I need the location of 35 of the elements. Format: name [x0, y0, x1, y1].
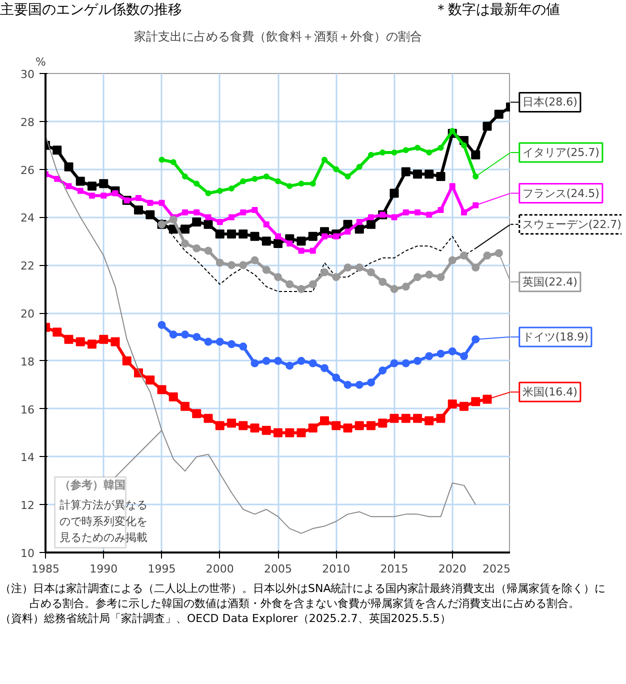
y-tick-label: 24 — [20, 212, 35, 225]
legend-label: イタリア(25.7) — [522, 146, 600, 160]
legend-label: ドイツ(18.9) — [522, 330, 588, 344]
y-tick-label: 22 — [20, 260, 35, 273]
text: （参考）韓国 — [59, 478, 126, 492]
x-tick-label: 2005 — [264, 562, 292, 576]
y-tick-label: 28 — [20, 116, 35, 129]
x-tick-label: 1995 — [148, 562, 176, 576]
legend-label: フランス(24.5) — [522, 186, 600, 200]
x-tick-label: 2010 — [322, 562, 350, 576]
x-tick-label: 1985 — [32, 562, 60, 576]
x-tick-label: 1990 — [90, 562, 118, 576]
x-tick-label: 2015 — [380, 562, 408, 576]
annotation: 計算方法が異なるので時系列変化を見るためのみ掲載 — [59, 498, 148, 544]
legend-label: 英国(22.4) — [522, 275, 578, 288]
x-tick-label: 2000 — [206, 562, 234, 576]
legend-label: 米国(16.4) — [522, 386, 578, 399]
legend-label: 日本(28.6) — [522, 96, 578, 109]
y-axis-title: % — [36, 56, 46, 68]
y-tick-label: 12 — [20, 499, 35, 512]
y-tick-label: 20 — [20, 308, 35, 320]
y-tick-label: 16 — [20, 403, 35, 416]
text: （資料）総務省統計局「家計調査」、OECD Data Explorer（2025.2.7、英国2025.5.5） — [0, 612, 452, 627]
y-tick-label: 10 — [20, 547, 35, 560]
y-tick-label: 18 — [20, 355, 35, 368]
text: （注）日本は家計調査による（二人以上の世帯）。日本以外はSNA統計による国内家計最終消費支出（帰属家賃を除く）に占める割合。参考に示した韓国の数値は酒類・外食を含まない食費が帰属家賃を含んだ消費支出に占める割合。 — [0, 582, 607, 612]
chart-title: 主要国のエンゲル係数の推移 — [0, 1, 182, 20]
x-tick-label: 2020 — [438, 562, 466, 576]
y-tick-label: 30 — [20, 68, 35, 81]
y-tick-label: 26 — [20, 164, 35, 177]
text: ＊数字は最新年の値 — [434, 1, 560, 20]
chart-subtitle: 家計支出に占める食費（飲食料＋酒類＋外食）の割合 — [134, 30, 422, 44]
x-tick-label: 2025 — [482, 562, 511, 576]
legend-label: スウェーデン(22.7) — [522, 218, 622, 231]
y-tick-label: 14 — [20, 451, 35, 464]
